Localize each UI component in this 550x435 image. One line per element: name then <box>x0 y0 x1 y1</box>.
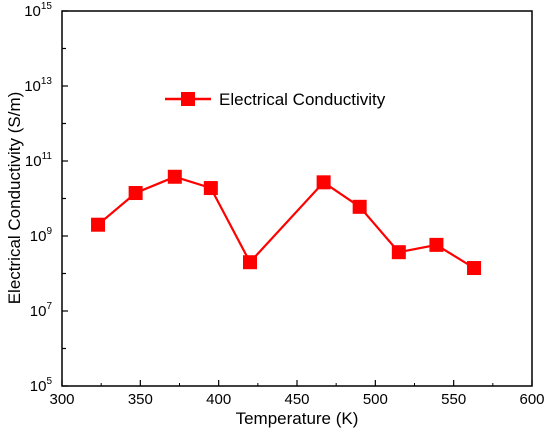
x-tick-label: 500 <box>363 391 388 408</box>
data-point <box>429 237 444 252</box>
data-point <box>243 255 257 270</box>
data-point <box>91 217 106 232</box>
y-tick-label: 109 <box>30 226 53 245</box>
series-layer <box>91 169 482 276</box>
x-tick-label: 550 <box>441 391 466 408</box>
legend: Electrical Conductivity <box>165 90 386 109</box>
y-tick-label: 1015 <box>24 1 52 20</box>
y-tick-label: 105 <box>30 376 53 395</box>
x-tick-label: 400 <box>206 391 231 408</box>
legend-label: Electrical Conductivity <box>219 90 386 109</box>
data-point <box>352 199 367 214</box>
data-point <box>167 169 182 184</box>
data-point <box>467 261 482 276</box>
data-point <box>391 245 406 260</box>
y-axis-title: Electrical Conductivity (S/m) <box>5 92 24 305</box>
x-axis-title: Temperature (K) <box>236 409 359 428</box>
x-tick-label: 300 <box>49 391 74 408</box>
x-axis-ticks: 300 350 400 450 500 550 600 <box>49 380 545 408</box>
x-tick-label: 600 <box>519 391 544 408</box>
y-tick-label: 107 <box>30 301 53 320</box>
y-tick-label: 1013 <box>24 76 52 95</box>
data-point <box>316 175 331 190</box>
y-axis-ticks: 105 107 109 1011 1013 1015 <box>24 1 68 395</box>
data-point <box>203 181 218 196</box>
legend-marker <box>181 92 195 106</box>
x-tick-label: 450 <box>284 391 309 408</box>
x-tick-label: 350 <box>128 391 153 408</box>
series-line <box>97 175 475 269</box>
y-tick-label: 1011 <box>25 151 53 170</box>
data-point <box>128 186 143 201</box>
